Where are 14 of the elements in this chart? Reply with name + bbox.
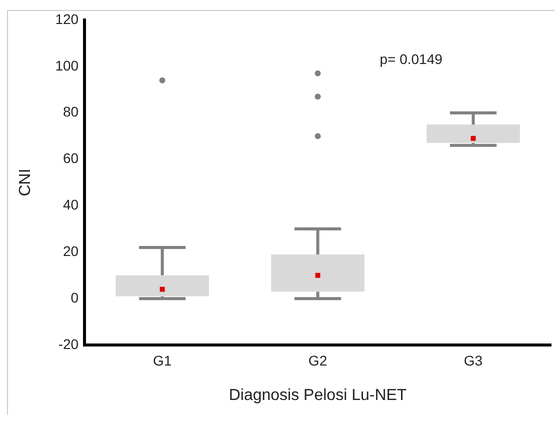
y-tick-label: 40	[62, 196, 79, 213]
x-tick-label: G2	[308, 352, 328, 368]
y-tick-label: 80	[62, 104, 79, 120]
y-tick-label: 60	[62, 150, 79, 166]
y-tick-label: -20	[58, 336, 79, 352]
y-tick-label: 0	[70, 289, 79, 306]
y-tick-label: 100	[55, 57, 79, 74]
x-axis-title: Diagnosis Pelosi Lu-NET	[228, 386, 407, 404]
annotation: p= 0.0149	[380, 50, 443, 67]
x-tick-label: G3	[464, 352, 483, 368]
y-axis-title: CNI	[17, 168, 34, 196]
y-tick-label: 120	[55, 10, 79, 27]
y-tick-label: 20	[62, 243, 79, 259]
x-tick-label: G1	[152, 352, 172, 368]
